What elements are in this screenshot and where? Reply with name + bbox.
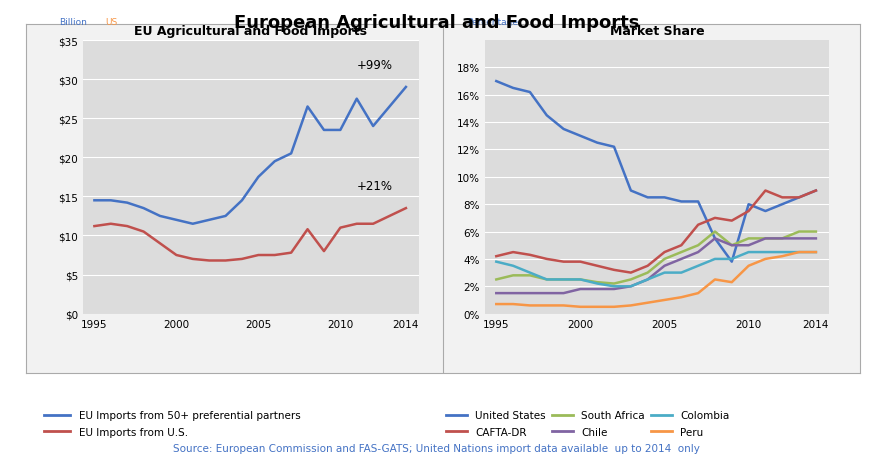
Text: Billion: Billion — [59, 18, 87, 27]
Text: European Agricultural and Food Imports: European Agricultural and Food Imports — [234, 14, 639, 31]
Legend: EU Imports from 50+ preferential partners, EU Imports from U.S.: EU Imports from 50+ preferential partner… — [40, 406, 305, 441]
Text: US: US — [105, 18, 117, 27]
Text: +99%: +99% — [357, 59, 393, 72]
Title: EU Agricultural and Food Imports: EU Agricultural and Food Imports — [134, 25, 368, 38]
Text: Percentage: Percentage — [467, 18, 519, 27]
Text: Source: European Commission and FAS-GATS; United Nations import data available  : Source: European Commission and FAS-GATS… — [173, 443, 700, 453]
Title: Market Share: Market Share — [609, 25, 705, 38]
Legend: United States, CAFTA-DR, South Africa, Chile, Colombia, Peru: United States, CAFTA-DR, South Africa, C… — [442, 406, 733, 441]
Text: +21%: +21% — [357, 180, 393, 193]
